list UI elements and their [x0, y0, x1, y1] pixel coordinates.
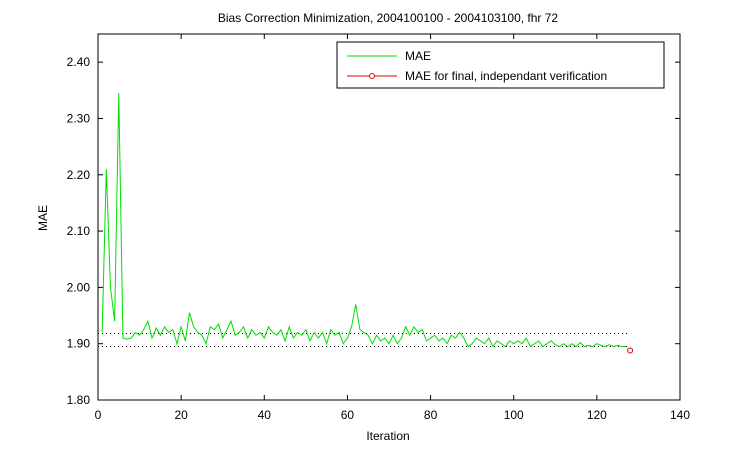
x-tick-label: 80 — [424, 408, 438, 422]
y-tick-label: 1.80 — [67, 393, 91, 407]
y-axis-label: MAE — [36, 205, 50, 231]
x-tick-label: 140 — [670, 408, 690, 422]
y-tick-label: 2.30 — [67, 111, 91, 125]
plot-area — [97, 33, 681, 401]
x-axis-label: Iteration — [366, 429, 409, 443]
x-tick-label: 20 — [174, 408, 188, 422]
legend: MAE MAE for final, independant verificati… — [336, 41, 665, 89]
series-layer — [101, 93, 634, 354]
x-tick-label: 0 — [95, 408, 102, 422]
x-tick-label: 120 — [587, 408, 607, 422]
x-tick-label: 40 — [258, 408, 272, 422]
final-verification-point — [627, 347, 634, 354]
y-tick-label: 2.20 — [67, 168, 91, 182]
legend-label: MAE for final, independant verification — [405, 69, 607, 83]
legend-label: MAE — [405, 49, 431, 63]
y-tick-label: 2.10 — [67, 224, 91, 238]
y-axis: 1.80 1.90 2.00 2.10 2.20 2.30 2.40 — [67, 55, 680, 407]
x-tick-label: 100 — [504, 408, 524, 422]
chart-title: Bias Correction Minimization, 2004100100… — [218, 11, 559, 25]
legend-box — [336, 41, 665, 89]
x-tick-label: 60 — [341, 408, 355, 422]
x-axis: 0 20 40 60 80 100 120 140 — [95, 34, 690, 422]
y-tick-label: 1.90 — [67, 337, 91, 351]
legend-marker — [369, 73, 375, 79]
series-line-mae — [101, 93, 626, 348]
y-tick-label: 2.00 — [67, 280, 91, 294]
y-tick-label: 2.40 — [67, 55, 91, 69]
